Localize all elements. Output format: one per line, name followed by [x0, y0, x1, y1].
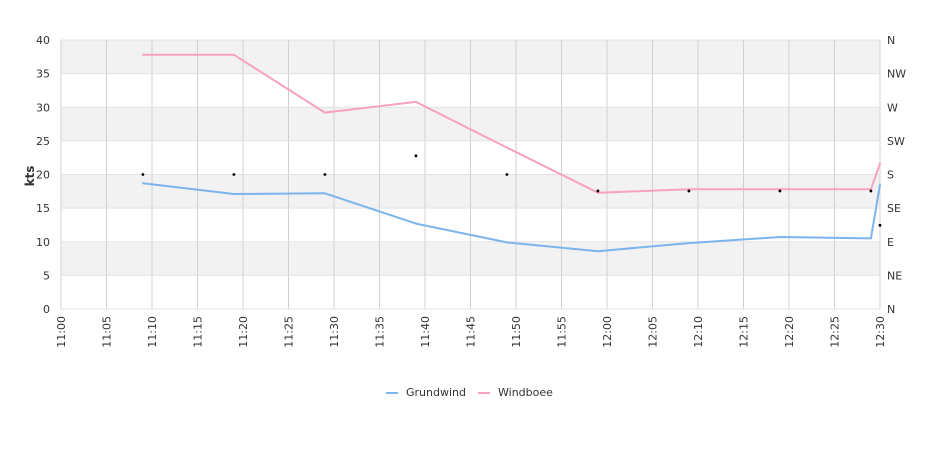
x-tick-label: 11:35	[374, 316, 387, 348]
y2-tick-label: SE	[887, 202, 901, 215]
y2-tick-label: W	[887, 101, 898, 114]
y-tick-label: 35	[36, 68, 50, 81]
x-tick-label: 11:50	[510, 316, 523, 348]
direction-point	[232, 173, 236, 176]
direction-points	[141, 154, 882, 227]
x-tick-label: 11:45	[465, 316, 478, 348]
y-tick-label: 25	[36, 135, 50, 148]
x-tick-label: 11:30	[328, 316, 341, 348]
direction-point	[505, 173, 509, 176]
y-tick-label: 15	[36, 202, 50, 215]
horizontal-gridlines	[61, 39, 880, 310]
x-tick-label: 11:15	[192, 316, 205, 348]
series-line-windboee[interactable]	[141, 53, 881, 194]
y2-tick-label: E	[887, 236, 894, 249]
y-tick-label: 40	[36, 34, 50, 47]
y-tick-label: 5	[43, 269, 50, 282]
direction-point	[141, 173, 145, 176]
y2-tick-label: S	[887, 169, 894, 182]
x-axis-tick-labels: 11:00 11:05 11:10 11:15 11:20 11:25 11:30 11:35…	[55, 316, 887, 348]
direction-point	[687, 189, 691, 193]
x-tick-label: 12:30	[874, 316, 887, 348]
y-tick-label: 20	[36, 169, 50, 182]
x-tick-label: 11:25	[283, 316, 296, 348]
x-tick-label: 12:10	[692, 316, 705, 348]
legend-label: Grundwind	[406, 386, 466, 399]
legend: Grundwind Windboee	[386, 386, 553, 399]
y2-tick-label: N	[887, 303, 895, 316]
y2-axis-tick-labels: N NE E SE S SW W NW N	[887, 34, 906, 316]
x-tick-label: 11:05	[101, 316, 114, 348]
series-lines	[141, 53, 881, 253]
legend-item-grundwind[interactable]: Grundwind	[386, 386, 466, 399]
y-axis-title: kts	[23, 166, 37, 187]
y2-tick-label: N	[887, 34, 895, 47]
x-tick-label: 11:20	[237, 316, 250, 348]
y-tick-label: 10	[36, 236, 50, 249]
x-tick-label: 12:20	[783, 316, 796, 348]
y2-tick-label: NE	[887, 269, 902, 282]
direction-point	[878, 223, 882, 227]
direction-point	[414, 154, 418, 158]
x-tick-label: 11:55	[556, 316, 569, 348]
y2-tick-label: NW	[887, 68, 906, 81]
x-tick-label: 12:00	[601, 316, 614, 348]
direction-point	[323, 173, 327, 176]
x-tick-label: 12:05	[647, 316, 660, 348]
x-tick-label: 11:40	[419, 316, 432, 348]
direction-point	[596, 189, 600, 193]
y-tick-label: 30	[36, 101, 50, 114]
y-tick-label: 0	[43, 303, 50, 316]
direction-point	[778, 189, 782, 193]
direction-point	[869, 189, 873, 193]
legend-label: Windboee	[498, 386, 553, 399]
series-line-grundwind[interactable]	[141, 182, 881, 253]
x-tick-label: 11:00	[55, 316, 68, 348]
y-axis-tick-labels: 0 5 10 15 20 25 30 35 40	[36, 34, 50, 316]
x-tick-label: 12:15	[738, 316, 751, 348]
y2-tick-label: SW	[887, 135, 905, 148]
x-tick-label: 12:25	[829, 316, 842, 348]
x-tick-label: 11:10	[146, 316, 159, 348]
legend-item-windboee[interactable]: Windboee	[478, 386, 553, 399]
